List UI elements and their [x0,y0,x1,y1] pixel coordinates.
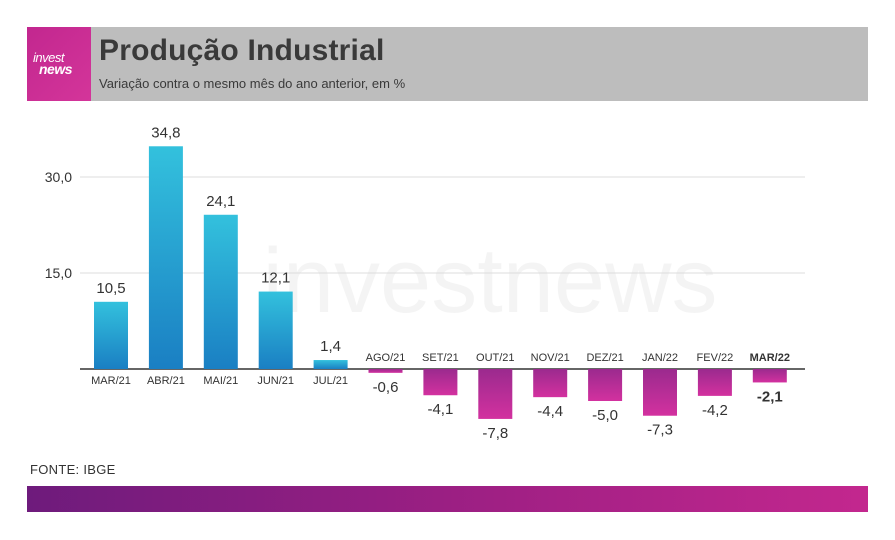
bar-out-21 [478,369,513,419]
logo-text-news: news [39,61,73,77]
bar-jun-21 [258,291,293,369]
data-label: -2,1 [757,388,783,405]
x-tick-label: AGO/21 [366,352,406,364]
data-label: 10,5 [96,280,125,297]
data-label: -4,2 [702,402,728,419]
header-bar [27,27,868,101]
x-tick-label: DEZ/21 [586,352,623,364]
bar-ago-21 [368,369,403,373]
y-tick-label: 30,0 [45,169,72,185]
y-tick-label: 15,0 [45,265,72,281]
data-label: 1,4 [320,338,341,355]
bar-nov-21 [533,369,568,398]
bar-jul-21 [313,360,348,369]
logo-text-invest: invest [33,50,64,65]
bar-jan-22 [643,369,677,416]
page-subtitle: Variação contra o mesmo mês do ano anter… [99,76,406,91]
x-tick-label: FEV/22 [697,352,734,364]
data-label: 34,8 [151,124,180,141]
x-tick-label: MAI/21 [203,375,238,387]
data-label: -4,4 [537,403,563,420]
x-tick-label: JAN/22 [642,352,678,364]
x-tick-label: OUT/21 [476,352,515,364]
x-tick-label: MAR/22 [750,352,790,364]
data-label: -0,6 [373,379,399,396]
bar-mar-21 [94,301,128,369]
source-note: FONTE: IBGE [30,462,116,477]
bar-mai-21 [203,214,238,369]
investnews-logo: invest news [27,27,91,101]
x-tick-label: MAR/21 [91,375,131,387]
data-label: 12,1 [261,270,290,287]
data-label: 24,1 [206,193,235,210]
bar-dez-21 [588,369,623,401]
bar-fev-22 [697,369,732,396]
x-tick-label: NOV/21 [531,352,570,364]
data-label: -7,3 [647,422,673,439]
data-label: -5,0 [592,407,618,424]
watermark-logo: investnews [262,230,717,332]
x-tick-label: JUN/21 [257,375,294,387]
x-tick-label: SET/21 [422,352,459,364]
x-tick-label: JUL/21 [313,375,348,387]
data-label: -7,8 [482,425,508,442]
x-tick-label: ABR/21 [147,375,185,387]
data-label: -4,1 [427,401,453,418]
bar-set-21 [423,369,458,396]
bar-mar-22 [752,369,787,383]
bar-abr-21 [148,146,183,369]
page-title: Produção Industrial [99,34,385,67]
footer-bar [27,486,868,512]
